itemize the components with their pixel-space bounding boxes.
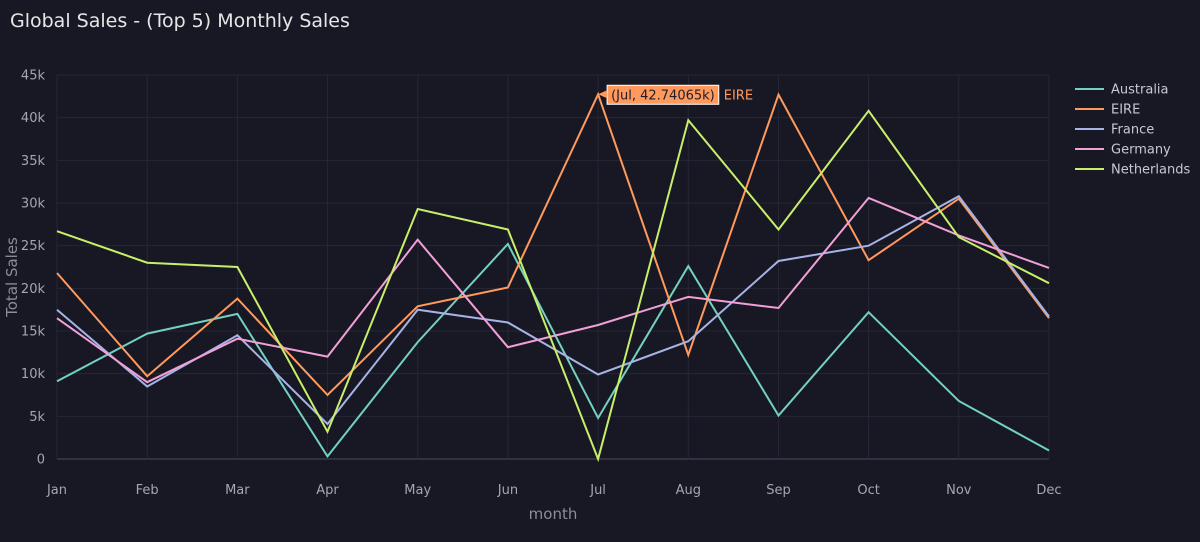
y-tick-label: 5k: [29, 410, 45, 425]
legend-label: EIRE: [1111, 103, 1140, 118]
legend-label: Germany: [1111, 143, 1171, 158]
x-axis-title: month: [529, 505, 578, 523]
series-line-germany[interactable]: [56, 196, 1050, 384]
x-tick-label: Aug: [676, 483, 701, 498]
x-tick-label: Feb: [136, 483, 159, 498]
grid-layer: [56, 74, 1050, 460]
legend-label: Netherlands: [1111, 163, 1190, 178]
legend-label: Australia: [1111, 83, 1169, 98]
series-line-eire[interactable]: [56, 91, 1050, 397]
y-tick-label: 15k: [21, 325, 46, 340]
hover-pointer: [598, 90, 608, 99]
legend-item-eire[interactable]: EIRE: [1075, 103, 1140, 118]
legend-item-france[interactable]: France: [1075, 123, 1154, 138]
legend-label: France: [1111, 123, 1154, 138]
legend-item-netherlands[interactable]: Netherlands: [1075, 163, 1190, 178]
y-tick-label: 0: [37, 453, 45, 468]
y-tick-label: 20k: [21, 282, 46, 297]
y-axis-title: Total Sales: [3, 237, 21, 318]
series-line-netherlands[interactable]: [56, 109, 1050, 463]
x-tick-label: Apr: [316, 483, 339, 498]
series-line-france[interactable]: [56, 194, 1050, 426]
x-tick-label: Sep: [766, 483, 791, 498]
hover-value-text: (Jul, 42.74065k): [611, 88, 715, 103]
x-tick-label: Nov: [946, 483, 972, 498]
x-tick-label: Dec: [1036, 483, 1061, 498]
y-tick-label: 25k: [21, 239, 46, 254]
hover-series-name: EIRE: [724, 88, 753, 103]
x-tick-label: May: [404, 483, 431, 498]
legend[interactable]: Australia EIRE France Germany Netherlands: [1075, 83, 1190, 178]
legend-item-australia[interactable]: Australia: [1075, 83, 1169, 98]
x-axis-ticks: Jan Feb Mar Apr May Jun Jul Aug Sep Oct Nov Dec: [46, 483, 1062, 498]
x-tick-label: Mar: [225, 483, 250, 498]
x-tick-label: Jan: [46, 483, 67, 498]
y-tick-label: 10k: [21, 367, 46, 382]
y-tick-label: 30k: [21, 197, 46, 212]
y-tick-label: 40k: [21, 111, 46, 126]
series-line-australia[interactable]: [56, 242, 1050, 459]
x-tick-label: Jul: [589, 483, 606, 498]
x-tick-label: Jun: [497, 483, 518, 498]
y-tick-label: 45k: [21, 69, 46, 84]
hover-label: (Jul, 42.74065k) EIRE: [598, 84, 753, 105]
legend-item-germany[interactable]: Germany: [1075, 143, 1171, 158]
series-layer: [56, 91, 1050, 463]
chart-title: Global Sales - (Top 5) Monthly Sales: [10, 10, 350, 32]
y-tick-label: 35k: [21, 154, 46, 169]
y-axis-ticks: 0 5k 10k 15k 20k 25k 30k 35k 40k 45k: [21, 69, 46, 468]
x-tick-label: Oct: [857, 483, 879, 498]
